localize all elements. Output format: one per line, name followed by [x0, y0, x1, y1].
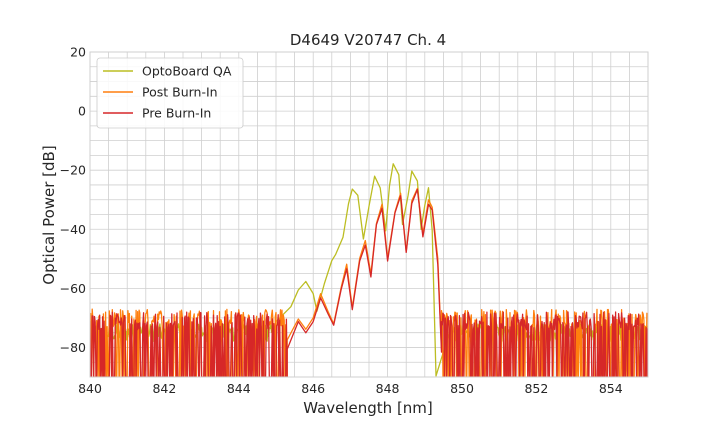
series-lines	[90, 163, 648, 377]
y-tick-label: −60	[60, 281, 86, 296]
x-tick-label: 844	[227, 381, 251, 396]
y-tick-label: 20	[70, 45, 86, 60]
x-tick-label: 854	[599, 381, 623, 396]
legend: OptoBoard QA Post Burn-In Pre Burn-In	[96, 57, 244, 129]
legend-box	[96, 57, 244, 129]
y-tick-label: 0	[78, 104, 86, 119]
chart-title: D4649 V20747 Ch. 4	[290, 31, 446, 49]
legend-label: Post Burn-In	[142, 85, 218, 100]
series-line-2	[90, 188, 648, 377]
legend-label: OptoBoard QA	[142, 64, 232, 79]
y-tick-labels: 20 0 −20 −40 −60 −80	[60, 45, 86, 355]
x-tick-label: 840	[78, 381, 102, 396]
x-tick-label: 842	[152, 381, 176, 396]
x-tick-label: 852	[524, 381, 548, 396]
y-tick-label: −20	[60, 163, 86, 178]
y-axis-label: Optical Power [dB]	[40, 145, 58, 284]
x-tick-label: 850	[450, 381, 474, 396]
x-tick-label: 848	[376, 381, 400, 396]
legend-label: Pre Burn-In	[142, 106, 211, 121]
y-tick-label: −40	[60, 222, 86, 237]
plot-frame	[89, 51, 649, 378]
y-tick-label: −80	[60, 340, 86, 355]
x-tick-label: 846	[301, 381, 325, 396]
x-tick-labels: 840 842 844 846 848 850 852 854	[78, 381, 623, 396]
x-axis-label: Wavelength [nm]	[303, 399, 433, 417]
